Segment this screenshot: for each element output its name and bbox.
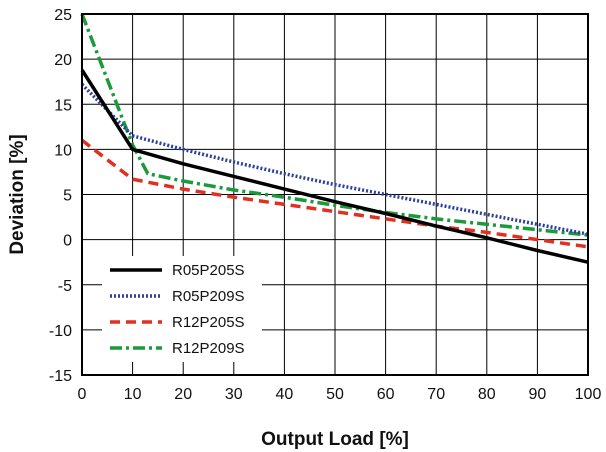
x-tick-label: 10 xyxy=(124,386,142,403)
x-tick-label: 0 xyxy=(78,386,87,403)
y-tick-label: 10 xyxy=(54,142,72,159)
x-axis-label: Output Load [%] xyxy=(261,429,409,450)
y-tick-label: -10 xyxy=(49,323,72,340)
legend-label: R12P209S xyxy=(172,340,245,357)
series-layer xyxy=(80,13,589,264)
x-tick-label: 20 xyxy=(174,386,192,403)
x-tick-label: 50 xyxy=(326,386,344,403)
y-tick-label: 15 xyxy=(54,97,72,114)
series-line-R12P209S xyxy=(80,13,589,237)
legend-label: R05P209S xyxy=(172,288,245,305)
x-tick-label: 90 xyxy=(529,386,547,403)
legend-box xyxy=(102,256,262,362)
y-tick-label: 25 xyxy=(54,7,72,24)
y-tick-label: 5 xyxy=(63,188,72,205)
x-tick-label: 60 xyxy=(377,386,395,403)
series-line-R05P205S xyxy=(80,69,589,264)
y-tick-label: 20 xyxy=(54,52,72,69)
x-tick-label: 100 xyxy=(575,386,602,403)
y-axis-label: Deviation [%] xyxy=(7,134,28,254)
legend-label: R12P205S xyxy=(172,314,245,331)
x-tick-label: 30 xyxy=(225,386,243,403)
legend-label: R05P205S xyxy=(172,262,245,279)
y-tick-label: 0 xyxy=(63,233,72,250)
series-line-R05P209S xyxy=(80,83,589,236)
legend: R05P205S R05P209S R12P205S R12P209S xyxy=(102,256,262,362)
x-tick-label: 80 xyxy=(478,386,496,403)
x-tick-label: 40 xyxy=(276,386,294,403)
x-tick-label: 70 xyxy=(427,386,445,403)
plot-frame xyxy=(81,13,589,376)
y-tick-label: -5 xyxy=(58,278,72,295)
y-tick-label: -15 xyxy=(49,368,72,385)
series-line-R12P205S xyxy=(80,138,589,249)
